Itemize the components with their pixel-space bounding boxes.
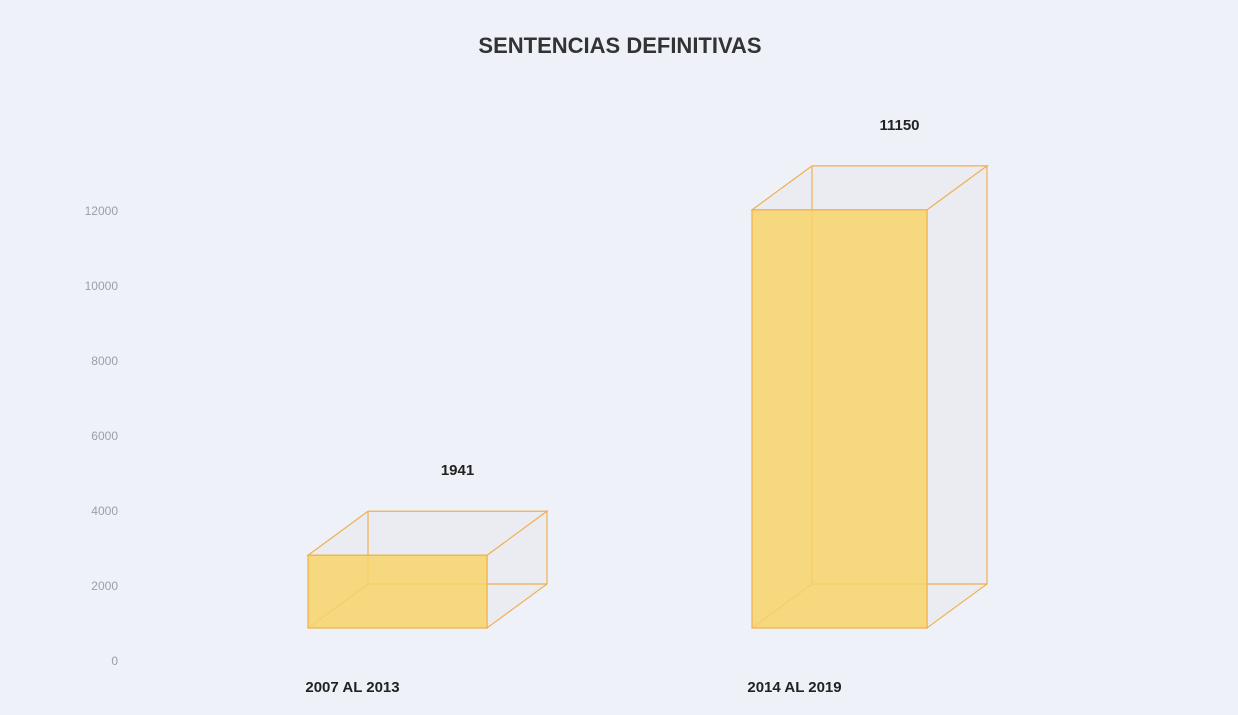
y-tick-label: 8000 (91, 354, 118, 368)
bar (751, 209, 928, 629)
chart-title: SENTENCIAS DEFINITIVAS (478, 33, 761, 58)
y-tick-label: 6000 (91, 429, 118, 443)
y-tick-label: 10000 (85, 279, 119, 293)
bar (307, 554, 488, 629)
value-label: 11150 (879, 117, 919, 134)
value-label: 1941 (441, 462, 474, 479)
y-tick-label: 0 (111, 654, 118, 668)
y-tick-label: 2000 (91, 579, 118, 593)
y-tick-label: 12000 (85, 204, 119, 218)
x-tick-label: 2014 AL 2019 (747, 679, 841, 696)
x-tick-label: 2007 AL 2013 (305, 679, 399, 696)
y-tick-label: 4000 (91, 504, 118, 518)
